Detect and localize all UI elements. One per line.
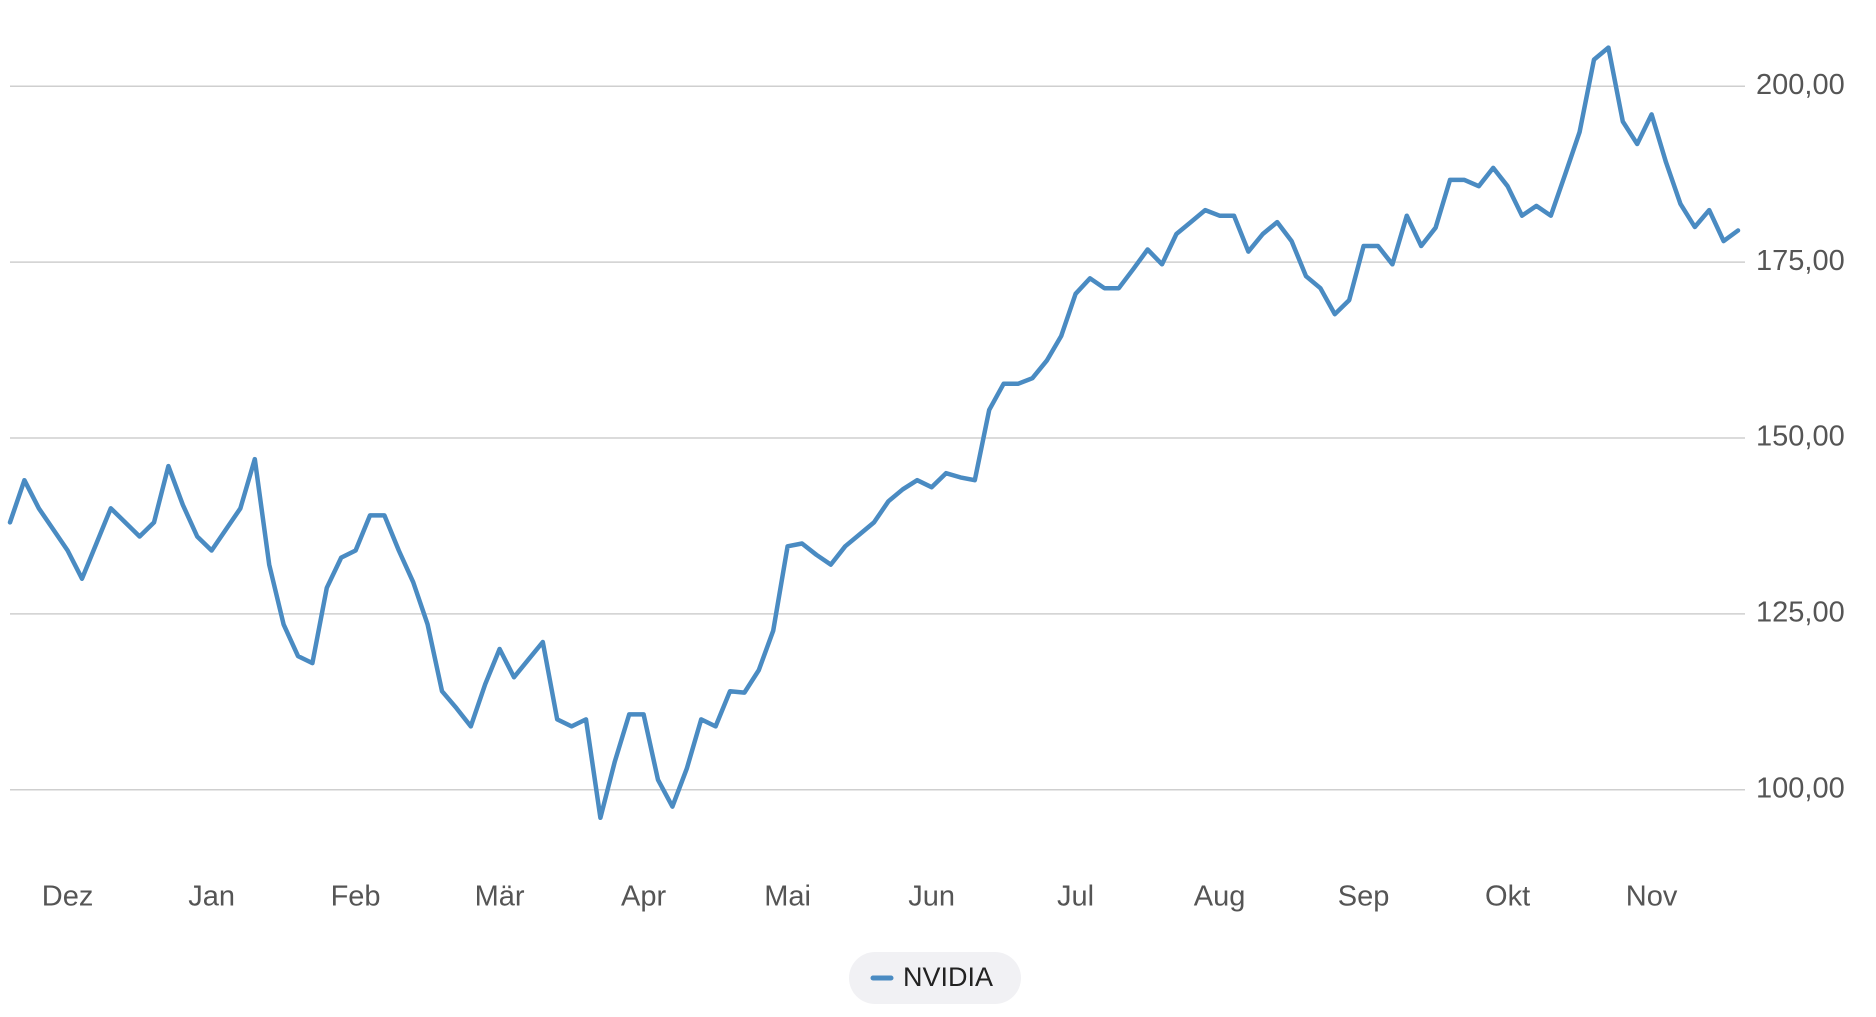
x-tick-label: Okt [1485,881,1530,913]
x-tick-label: Dez [42,881,94,913]
x-tick-label: Mai [764,881,811,913]
legend: NVIDIA [849,952,1021,1004]
legend-pill [849,952,1021,1004]
x-tick-label: Apr [621,881,666,913]
price-line [7,45,1741,821]
y-tick-label: 125,00 [1756,597,1845,629]
x-tick-label: Feb [331,881,381,913]
x-tick-label: Nov [1626,881,1678,913]
y-tick-label: 200,00 [1756,69,1845,101]
x-tick-label: Mär [475,881,525,913]
legend-label: NVIDIA [903,962,993,992]
y-tick-label: 150,00 [1756,421,1845,453]
x-tick-label: Jun [908,881,955,913]
y-tick-label: 175,00 [1756,245,1845,277]
x-tick-label: Jul [1057,881,1094,913]
x-tick-label: Jan [188,881,235,913]
x-tick-label: Sep [1338,881,1390,913]
x-tick-label: Aug [1194,881,1246,913]
y-tick-label: 100,00 [1756,772,1845,804]
